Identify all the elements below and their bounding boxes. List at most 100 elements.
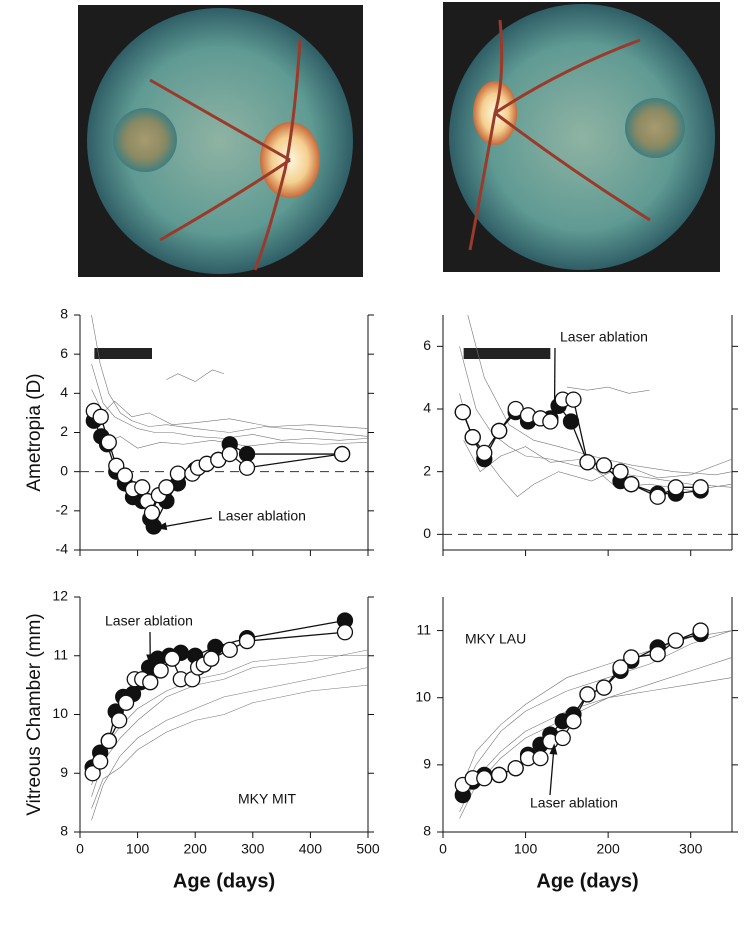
reference-line-series (91, 314, 369, 437)
open-marker (490, 766, 508, 784)
open-marker (623, 476, 640, 493)
open-marker (238, 459, 256, 476)
arrow-head (550, 405, 559, 417)
filled-marker (238, 445, 256, 463)
fundus-photo-left (78, 5, 363, 277)
y-tick-label: -2 (56, 502, 69, 518)
y-tick-label: 8 (423, 823, 431, 839)
open-marker (134, 479, 151, 496)
open-marker (579, 454, 596, 471)
open-marker (565, 391, 582, 408)
x-tick-label: 300 (679, 841, 703, 857)
y-tick-label: 4 (423, 400, 431, 416)
x-tick-label: 400 (299, 841, 323, 857)
open-marker (667, 479, 685, 496)
treatment-period-bar (463, 348, 551, 359)
y-tick-label: 2 (423, 462, 431, 478)
y-tick-label: 8 (60, 823, 68, 839)
open-marker (565, 713, 582, 730)
y-tick-label: 12 (52, 588, 68, 604)
reference-line-series (91, 649, 369, 797)
y-tick-label: 8 (60, 306, 68, 322)
reference-line-series (467, 314, 733, 476)
open-marker (238, 632, 256, 650)
x-tick-label: 100 (514, 841, 538, 857)
open-marker (142, 674, 159, 691)
y-tick-label: 0 (423, 525, 431, 541)
y-tick-label: 2 (60, 423, 68, 439)
open-marker (532, 749, 549, 767)
arrow-head (155, 522, 168, 531)
open-marker (221, 641, 238, 659)
y-tick-label: -4 (56, 541, 69, 557)
open-marker (333, 445, 351, 463)
y-tick-label: 9 (423, 756, 431, 772)
y-axis-title: Vitreous Chamber (mm) (24, 613, 45, 815)
reference-line-series (459, 346, 733, 488)
open-marker (117, 694, 135, 711)
y-tick-label: 0 (60, 462, 68, 478)
open-marker (221, 445, 238, 463)
open-marker (169, 465, 187, 482)
open-marker (164, 650, 181, 667)
open-marker (612, 659, 629, 676)
y-tick-label: 11 (416, 621, 431, 637)
reference-line-series (566, 386, 650, 394)
open-marker (100, 434, 117, 451)
y-tick-label: 9 (60, 764, 68, 780)
open-marker (692, 479, 709, 496)
open-marker (454, 403, 471, 421)
x-tick-label: 500 (356, 841, 380, 857)
open-marker (152, 662, 169, 679)
open-marker (579, 686, 596, 703)
x-tick-label: 0 (76, 841, 84, 857)
reference-line-series (91, 667, 369, 821)
arrow-head (549, 743, 558, 755)
y-axis-title: Ametropia (D) (24, 373, 45, 491)
reference-line-series (459, 630, 733, 799)
open-marker (476, 444, 493, 462)
fundus-photo-right (443, 2, 720, 272)
open-marker (623, 649, 640, 666)
arrow-head (146, 654, 155, 666)
open-marker (203, 650, 220, 667)
annotation: Laser ablation (560, 329, 648, 345)
open-marker (116, 467, 134, 484)
open-marker (554, 729, 571, 747)
annotation: Laser ablation (105, 613, 193, 629)
x-tick-label: 300 (241, 841, 265, 857)
x-tick-label: 100 (126, 841, 150, 857)
reference-line-series (91, 684, 369, 809)
open-marker (490, 422, 508, 440)
x-tick-label: 200 (184, 841, 208, 857)
reference-line-series (459, 677, 733, 812)
open-marker (649, 488, 666, 505)
x-axis-title: Age (days) (536, 870, 638, 892)
open-marker (143, 504, 161, 521)
open-marker (111, 712, 128, 729)
open-marker (336, 624, 354, 641)
open-marker (542, 413, 559, 430)
annotation: MKY LAU (465, 631, 526, 647)
open-marker (476, 770, 493, 787)
y-tick-label: 10 (52, 705, 68, 721)
annotation: MKY MIT (238, 791, 297, 807)
y-tick-label: 4 (60, 384, 68, 400)
open-marker (612, 463, 629, 480)
open-marker (595, 457, 613, 474)
open-marker (100, 732, 117, 750)
y-tick-label: 6 (60, 345, 68, 361)
y-tick-label: 10 (415, 688, 431, 704)
treatment-period-bar (94, 348, 152, 359)
reference-line-series (91, 389, 369, 429)
filled-marker (562, 413, 580, 430)
annotation: Laser ablation (218, 508, 306, 524)
reference-line-series (91, 363, 369, 441)
open-marker (692, 622, 709, 639)
open-marker (464, 429, 481, 446)
open-marker (595, 679, 613, 696)
y-tick-label: 6 (423, 337, 431, 353)
open-marker (507, 760, 524, 777)
x-tick-label: 200 (596, 841, 620, 857)
